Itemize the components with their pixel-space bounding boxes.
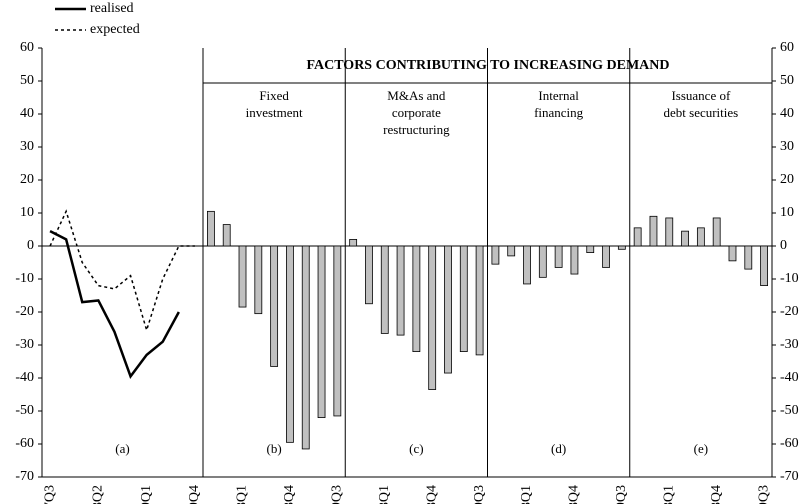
x-tick-label: 08Q1 xyxy=(661,485,676,504)
series-line xyxy=(49,209,195,333)
panel-title: corporate xyxy=(392,105,441,120)
y2-tick-label: 30 xyxy=(780,139,794,154)
x-tick-label: 08Q4 xyxy=(424,485,439,504)
bar xyxy=(744,245,753,270)
y2-tick-label: -10 xyxy=(780,271,799,286)
x-tick-label: 09Q1 xyxy=(139,485,154,504)
y-tick-label: 60 xyxy=(20,40,34,55)
y-tick-label: 10 xyxy=(20,205,34,220)
y-tick-label: -50 xyxy=(15,403,34,418)
x-tick-label: 09Q3 xyxy=(330,485,345,504)
panel-label: (b) xyxy=(267,441,282,456)
x-tick-label: 08Q1 xyxy=(519,485,534,504)
panel-title: financing xyxy=(534,105,584,120)
y2-tick-label: 0 xyxy=(780,238,787,253)
x-tick-label: 08Q1 xyxy=(377,485,392,504)
y2-tick-label: -50 xyxy=(780,403,799,418)
y-tick-label: 40 xyxy=(20,106,34,121)
bar xyxy=(617,245,626,250)
y2-tick-label: -70 xyxy=(780,469,799,484)
y2-tick-label: 20 xyxy=(780,172,794,187)
bar xyxy=(491,245,500,265)
bar xyxy=(696,227,705,247)
bar xyxy=(475,245,484,356)
bar xyxy=(554,245,563,268)
bar xyxy=(222,224,231,247)
bar xyxy=(507,245,516,257)
y2-tick-label: -20 xyxy=(780,304,799,319)
legend-label: realised xyxy=(90,1,134,16)
y-tick-label: -70 xyxy=(15,469,34,484)
x-tick-label: 08Q4 xyxy=(282,485,297,504)
y-tick-label: -40 xyxy=(15,370,34,385)
y2-tick-label: 60 xyxy=(780,40,794,55)
bar xyxy=(712,217,721,247)
bar xyxy=(380,245,389,334)
y-tick-label: -30 xyxy=(15,337,34,352)
x-tick-label: 07Q3 xyxy=(42,485,57,504)
bar xyxy=(270,245,279,367)
panel-title: restructuring xyxy=(383,122,450,137)
x-tick-label: 08Q2 xyxy=(91,485,106,504)
panel-title: investment xyxy=(246,105,303,120)
bar xyxy=(760,245,768,286)
y-tick-label: 50 xyxy=(20,73,34,88)
y2-tick-label: -30 xyxy=(780,337,799,352)
bar xyxy=(538,245,547,278)
y2-tick-label: 10 xyxy=(780,205,794,220)
bar xyxy=(681,230,689,247)
panel-label: (e) xyxy=(694,441,708,456)
y-tick-label: -20 xyxy=(15,304,34,319)
bar xyxy=(254,245,263,315)
x-tick-label: 08Q1 xyxy=(235,485,250,504)
x-tick-label: 08Q4 xyxy=(567,485,582,504)
x-tick-label: 09Q3 xyxy=(472,485,487,504)
bar xyxy=(444,245,452,374)
bar xyxy=(586,245,595,253)
x-tick-label: 09Q3 xyxy=(614,485,629,504)
bar xyxy=(207,210,215,247)
bar xyxy=(412,245,421,352)
bar xyxy=(602,245,610,268)
y2-tick-label: -60 xyxy=(780,436,799,451)
panel-title: M&As and xyxy=(387,88,446,103)
x-tick-label: 08Q4 xyxy=(709,485,724,504)
bar xyxy=(728,245,737,262)
bar xyxy=(523,245,531,285)
panel-title: debt securities xyxy=(664,105,739,120)
panel-label: (c) xyxy=(409,441,423,456)
y-tick-label: -10 xyxy=(15,271,34,286)
bar xyxy=(396,245,405,336)
x-tick-label: 09Q4 xyxy=(187,485,202,504)
bar xyxy=(238,245,247,308)
bar xyxy=(365,245,373,305)
y-tick-label: 20 xyxy=(20,172,34,187)
bar xyxy=(301,245,310,450)
panel-label: (a) xyxy=(115,441,129,456)
bar xyxy=(649,215,658,247)
bar xyxy=(286,245,294,443)
y-tick-label: -60 xyxy=(15,436,34,451)
panel-label: (d) xyxy=(551,441,566,456)
bar xyxy=(459,245,468,352)
x-tick-label: 09Q3 xyxy=(756,485,771,504)
bar xyxy=(428,245,437,390)
bar xyxy=(570,245,579,275)
panel-title: Issuance of xyxy=(671,88,731,103)
y2-tick-label: 40 xyxy=(780,106,794,121)
y-tick-label: 0 xyxy=(27,238,34,253)
y2-tick-label: 50 xyxy=(780,73,794,88)
bar xyxy=(349,238,358,247)
panel-title: Fixed xyxy=(259,88,289,103)
bar xyxy=(317,245,326,419)
y2-tick-label: -40 xyxy=(780,370,799,385)
bar xyxy=(665,217,674,247)
legend-label: expected xyxy=(90,22,140,37)
panel-title: Internal xyxy=(538,88,579,103)
y-tick-label: 30 xyxy=(20,139,34,154)
bar xyxy=(333,245,342,417)
bar xyxy=(633,227,642,247)
series-line xyxy=(49,230,180,379)
